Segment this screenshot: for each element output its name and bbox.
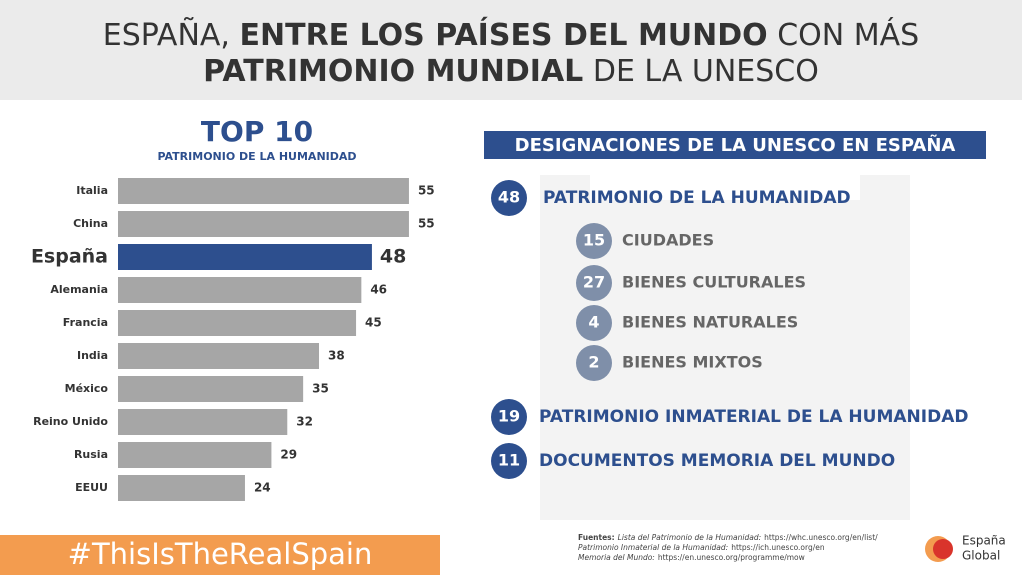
chart-title: TOP 10 [201, 115, 313, 148]
category-label: España [31, 246, 108, 268]
hashtag: #ThisIsTheRealSpain [68, 537, 373, 571]
source-name: Memoria del Mundo: [578, 553, 655, 562]
title-part: PATRIMONIO MUNDIAL [203, 54, 583, 89]
sub-label: BIENES MIXTOS [622, 353, 763, 372]
category-label: Francia [63, 316, 108, 329]
title-line: PATRIMONIO MUNDIAL DE LA UNESCO [203, 54, 819, 89]
value-label: 55 [418, 217, 435, 231]
value-label: 35 [312, 382, 329, 396]
title-part: ESPAÑA, [103, 17, 230, 53]
category-label: México [65, 382, 109, 395]
sub-count-value: 15 [583, 231, 605, 250]
title-part: ENTRE LOS PAÍSES DEL MUNDO [240, 17, 768, 53]
bar [118, 376, 304, 402]
category-label: Rusia [74, 448, 108, 461]
category-label: EEUU [75, 481, 108, 494]
category-label: India [77, 349, 108, 362]
category-label: China [73, 217, 108, 230]
category-label: Italia [76, 184, 108, 197]
bar [118, 211, 409, 237]
source-prefix: Fuentes: [578, 533, 615, 542]
value-label: 45 [365, 316, 382, 330]
source-line: Patrimonio Inmaterial de la Humanidad: ht… [578, 543, 825, 552]
sub-label: BIENES NATURALES [622, 313, 798, 332]
sub-label: CIUDADES [622, 231, 714, 250]
value-label: 55 [418, 184, 435, 198]
bar [118, 178, 409, 204]
logo-text: España [962, 534, 1006, 548]
count-value: 11 [498, 451, 520, 470]
value-label: 38 [328, 349, 345, 363]
logo-text: Global [962, 549, 1000, 563]
category-label: Reino Unido [33, 415, 108, 428]
logo-mark [933, 539, 953, 559]
source-url: https://en.unesco.org/programme/mow [658, 553, 805, 562]
source-line: Memoria del Mundo: https://en.unesco.org/… [578, 553, 805, 562]
count-badge [491, 443, 527, 479]
bar [118, 442, 272, 468]
chart-subtitle: PATRIMONIO DE LA HUMANIDAD [157, 150, 356, 163]
source-name: Lista del Patrimonio de la Humanidad: [618, 533, 761, 542]
bar [118, 409, 288, 435]
section-heading: DESIGNACIONES DE LA UNESCO EN ESPAÑA [515, 133, 956, 156]
value-label: 48 [380, 246, 406, 268]
count-badge [491, 399, 527, 435]
source-line: Fuentes: Lista del Patrimonio de la Human… [578, 533, 878, 542]
source-url: https://ich.unesco.org/en [731, 543, 825, 552]
sub-count-badge [576, 265, 612, 301]
title-line: ESPAÑA, ENTRE LOS PAÍSES DEL MUNDO CON M… [103, 17, 919, 53]
bar [118, 310, 357, 336]
bar [118, 475, 245, 501]
sub-count-badge [576, 345, 612, 381]
value-label: 32 [296, 415, 313, 429]
title-part: DE LA UNESCO [593, 54, 819, 89]
count-value: 19 [498, 407, 520, 426]
hashtag-band [0, 535, 440, 575]
sub-label: BIENES CULTURALES [622, 273, 806, 292]
sub-count-badge [576, 305, 612, 341]
sub-count-value: 4 [588, 313, 599, 332]
sub-count-badge [576, 223, 612, 259]
sub-count-value: 2 [588, 353, 599, 372]
source-name: Patrimonio Inmaterial de la Humanidad: [578, 543, 728, 552]
title-part: CON MÁS [777, 17, 919, 53]
designation-label: PATRIMONIO DE LA HUMANIDAD [543, 188, 851, 208]
sub-count-value: 27 [583, 273, 605, 292]
designation-label: PATRIMONIO INMATERIAL DE LA HUMANIDAD [539, 407, 968, 427]
category-label: Alemania [50, 283, 108, 296]
source-url: https://whc.unesco.org/en/list/ [764, 533, 878, 542]
value-label: 29 [280, 448, 297, 462]
bar [118, 343, 320, 369]
count-badge [491, 180, 527, 216]
value-label: 24 [254, 481, 271, 495]
bar [118, 277, 362, 303]
count-value: 48 [498, 188, 520, 207]
bar [118, 244, 372, 270]
value-label: 46 [370, 283, 387, 297]
header-band [0, 0, 1022, 100]
designation-label: DOCUMENTOS MEMORIA DEL MUNDO [539, 451, 895, 471]
section-heading-bg [484, 131, 986, 159]
